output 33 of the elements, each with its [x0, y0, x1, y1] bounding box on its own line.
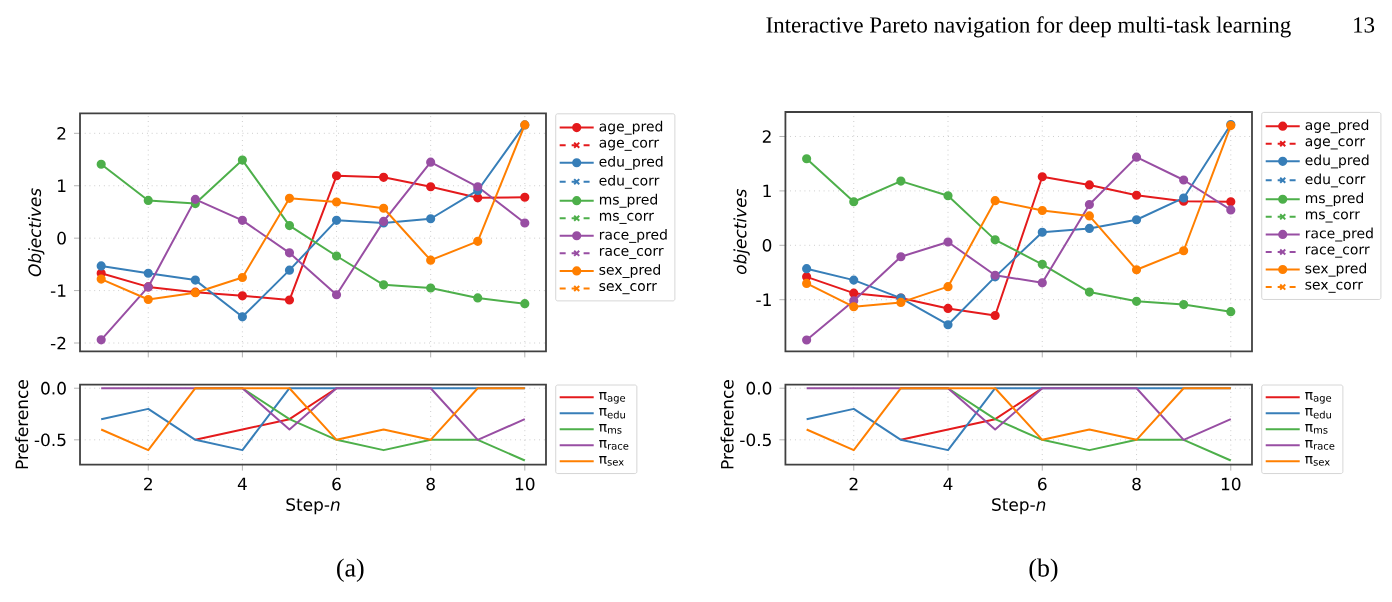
text: 13 — [1354, 17, 1375, 33]
y-tick-label: -0.5 — [740, 433, 771, 447]
y-tick-label: -1 — [756, 293, 771, 306]
y-axis-title: objectives — [733, 188, 750, 274]
x-tick-label: 6 — [332, 477, 341, 491]
y-tick-label: -2 — [50, 336, 66, 350]
x-axis-title: Step-n — [992, 498, 1046, 515]
y-tick-label: 2 — [57, 127, 66, 140]
y-tick-label: 1 — [763, 184, 771, 198]
y-tick-label: 0.0 — [746, 381, 772, 395]
y-tick-label: -1 — [50, 284, 66, 297]
text: (a) — [337, 558, 364, 582]
x-tick-label: 10 — [1221, 477, 1241, 491]
y-tick-label: -0.5 — [34, 433, 66, 447]
y-axis-title: Preference — [720, 380, 734, 469]
y-axis-title: Objectives — [28, 188, 45, 277]
x-tick-label: 8 — [426, 477, 435, 491]
y-tick-label: 0.0 — [41, 381, 66, 395]
x-tick-label: 4 — [943, 477, 953, 490]
x-axis-title: Step-n — [286, 498, 340, 515]
x-tick-label: 8 — [1132, 477, 1141, 491]
y-tick-label: 0 — [57, 231, 66, 245]
text: (b) — [1029, 558, 1058, 582]
y-tick-label: 0 — [762, 238, 772, 252]
x-tick-label: 10 — [515, 477, 535, 491]
x-tick-label: 2 — [144, 477, 152, 491]
y-tick-label: 1 — [58, 179, 66, 192]
x-tick-label: 4 — [237, 477, 247, 490]
y-tick-label: 2 — [762, 130, 771, 143]
x-tick-label: 2 — [849, 477, 858, 491]
y-axis-title: Preference — [15, 380, 29, 469]
x-tick-label: 6 — [1038, 477, 1047, 491]
text: Interactive Pareto navigation for deep multi-task learning — [766, 16, 1291, 38]
